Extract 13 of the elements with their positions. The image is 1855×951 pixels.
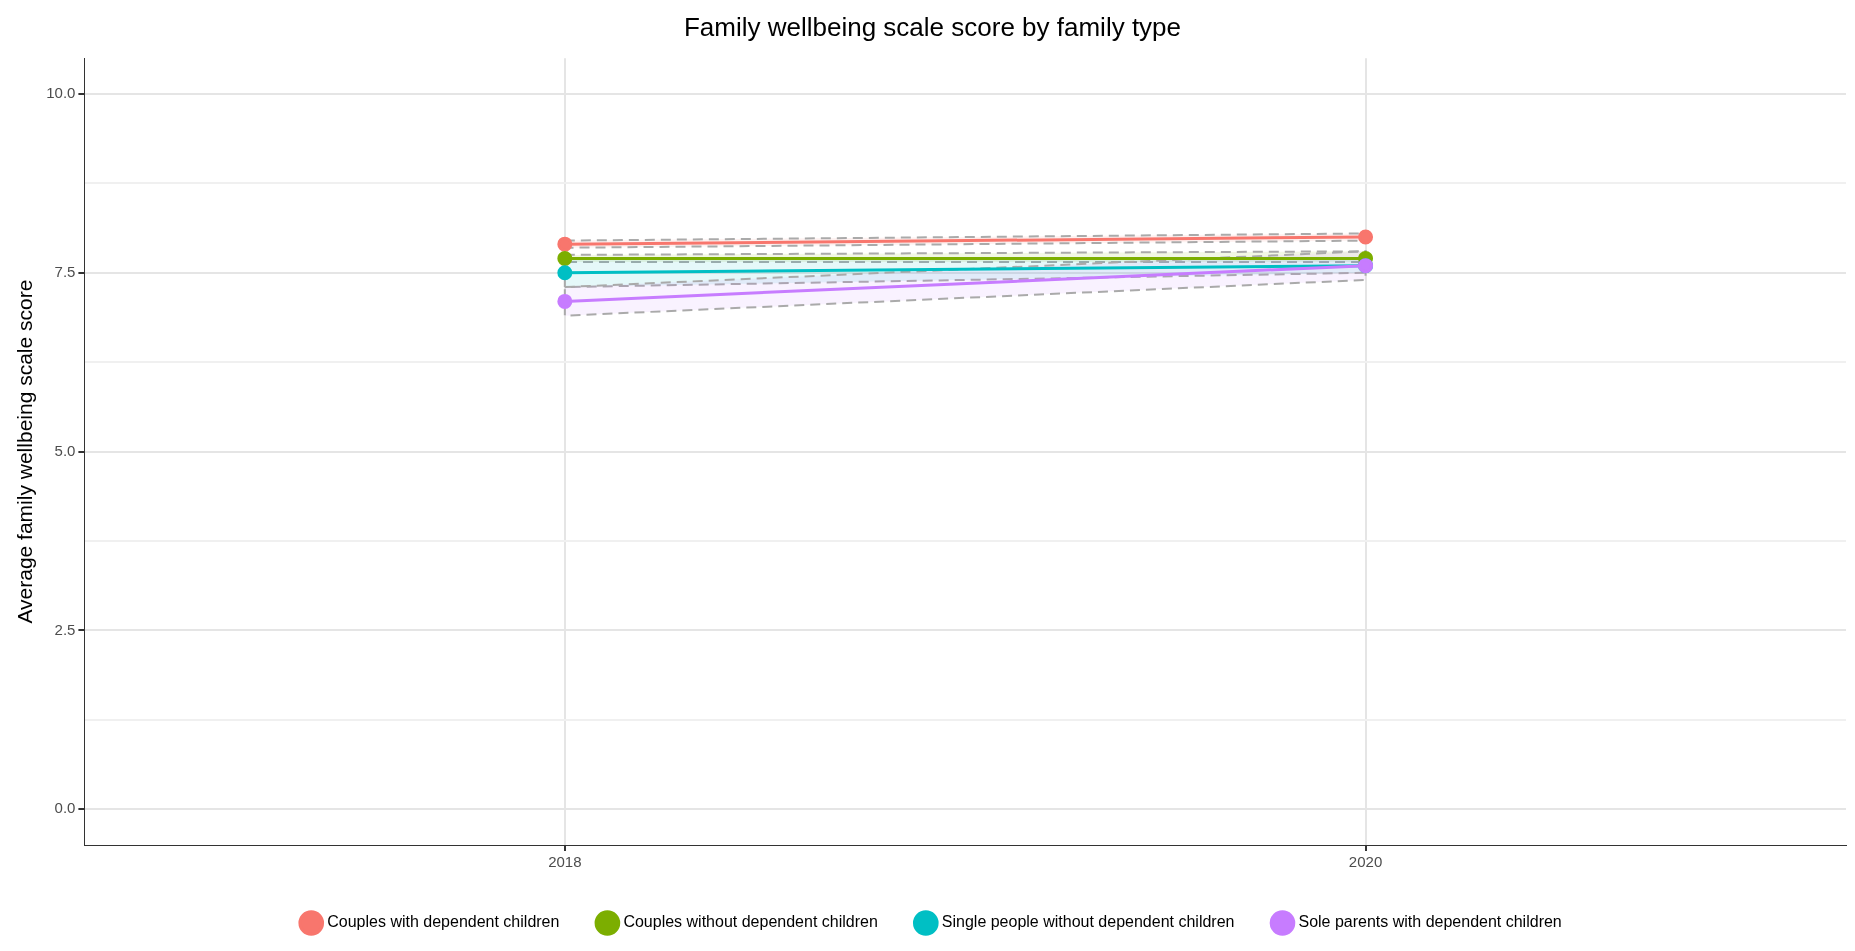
y-tick-label: 10.0 xyxy=(46,84,76,102)
y-axis-title: Average family wellbeing scale score xyxy=(13,279,37,624)
y-tick-label: 5.0 xyxy=(54,441,76,459)
y-tick-label: 2.5 xyxy=(54,620,76,638)
legend-label: Couples with dependent children xyxy=(327,913,560,931)
y-tick-label: 7.5 xyxy=(54,262,76,280)
chart-title: Family wellbeing scale score by family type xyxy=(683,11,1182,42)
x-tick-label: 2018 xyxy=(548,853,582,871)
legend-label: Single people without dependent children xyxy=(941,913,1235,931)
y-tick-label: 0.0 xyxy=(54,799,76,817)
x-tick-label: 2020 xyxy=(1348,853,1383,871)
legend-label: Sole parents with dependent children xyxy=(1298,913,1562,931)
legend-label: Couples without dependent children xyxy=(623,913,878,931)
